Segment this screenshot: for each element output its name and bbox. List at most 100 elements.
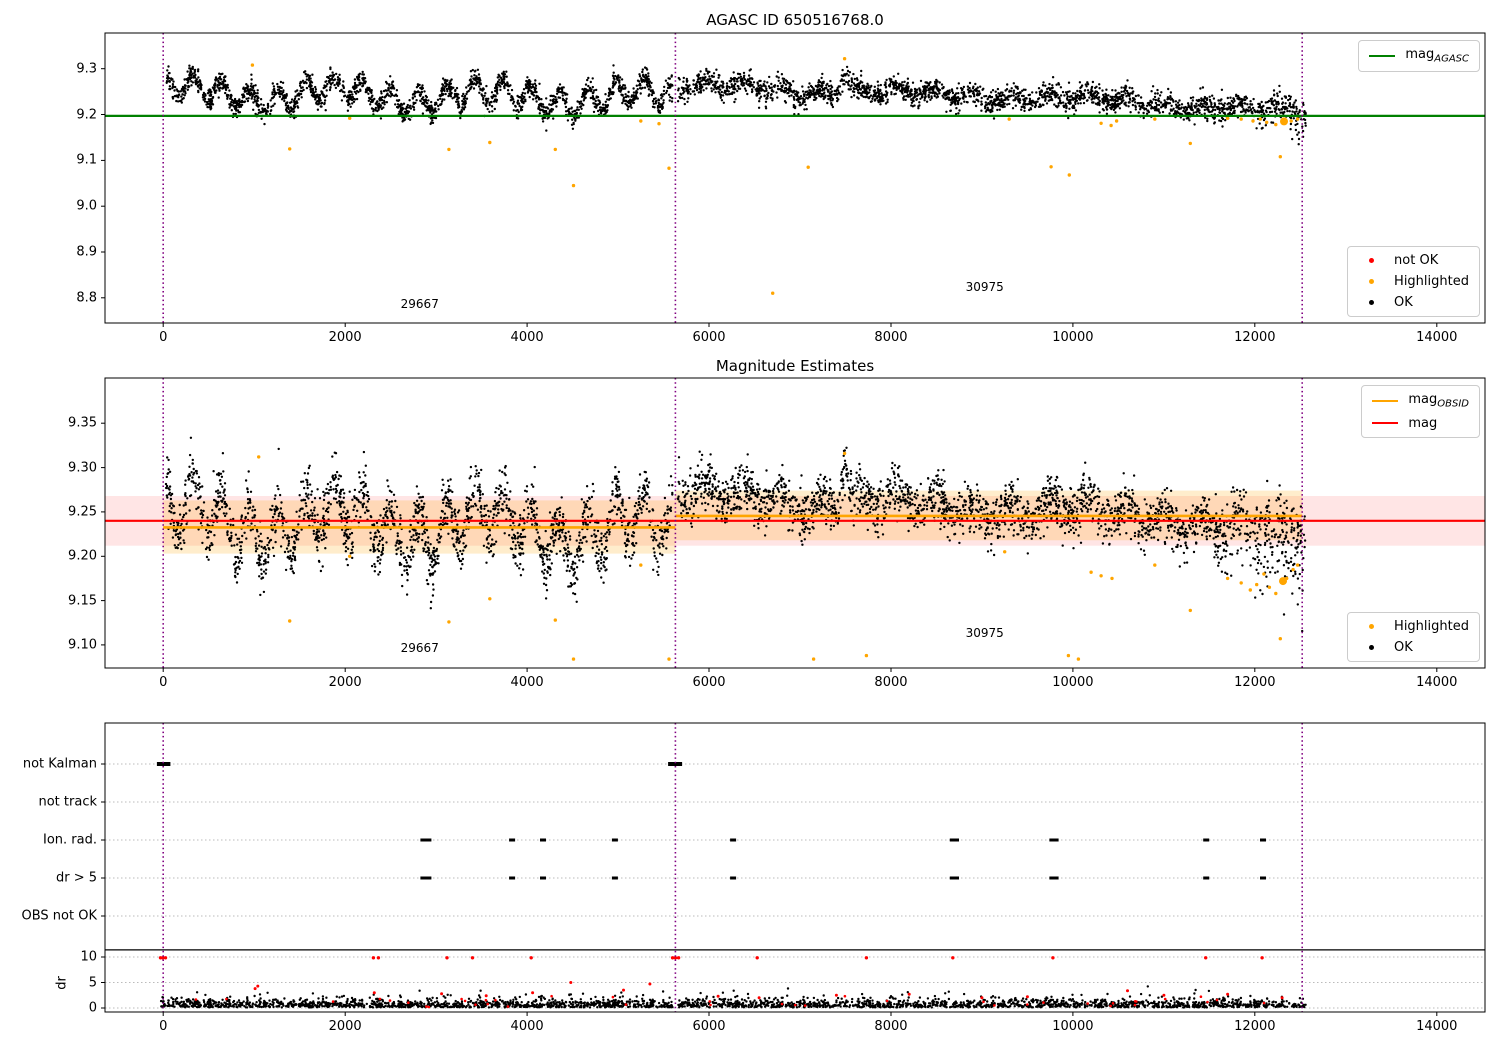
flag-mark [611, 876, 618, 880]
panel-frame [104, 722, 1486, 1013]
x-tick-label: 2000 [328, 1019, 362, 1034]
dr-red-points [194, 994, 1266, 1009]
y-tick-label: 9.0 [76, 198, 97, 214]
ok-points [165, 64, 674, 132]
dr-axis-label: dr [54, 975, 70, 990]
x-tick-label: 12000 [1234, 1019, 1276, 1034]
legend-label: Highlighted [1394, 274, 1469, 289]
x-tick-label: 6000 [692, 330, 726, 345]
flag-mark [949, 876, 956, 880]
legend-label: OK [1394, 640, 1413, 655]
legend-marker-glyph [1368, 279, 1374, 284]
legend-item: Highlighted [1358, 274, 1469, 289]
x-tick-label: 4000 [510, 330, 544, 345]
flag-mark [425, 876, 432, 880]
flag-mark [949, 838, 956, 842]
obsid-label: 29667 [400, 296, 439, 311]
panel1-title: AGASC ID 650516768.0 [706, 11, 884, 29]
legend-item: OK [1358, 640, 1469, 655]
ok-points [676, 446, 1307, 633]
legend-item: magOBSID [1372, 392, 1469, 410]
legend-dot-marker [1358, 258, 1384, 263]
legend: Highlighted OK [1347, 612, 1480, 662]
flag-mark [425, 838, 432, 842]
x-tick-label: 12000 [1234, 675, 1276, 690]
y-tick-label: 9.30 [68, 460, 97, 476]
ok-points [164, 436, 674, 610]
legend-label: Highlighted [1394, 619, 1469, 634]
highlighted-big-point [1279, 577, 1287, 586]
flag-mark [953, 876, 959, 880]
x-tick-label: 6000 [692, 1019, 726, 1034]
obsid-label: 30975 [965, 279, 1004, 294]
flag-mark [730, 876, 737, 880]
legend-label: not OK [1394, 253, 1439, 268]
category-label: not track [38, 794, 97, 810]
x-tick-label: 10000 [1052, 1019, 1094, 1034]
y-tick-label: 9.2 [76, 107, 97, 123]
dr-tick-label: 0 [88, 1000, 97, 1016]
legend-label-subscript: OBSID [1437, 398, 1469, 410]
dr-tick-label: 10 [80, 949, 97, 965]
y-tick-label: 9.3 [76, 61, 97, 77]
legend-marker-glyph [1372, 399, 1399, 402]
flag-mark [611, 838, 618, 842]
legend-marker-glyph [1369, 54, 1396, 57]
flag-mark [509, 876, 516, 880]
flag-mark [668, 762, 678, 766]
legend-label: magAGASC [1405, 47, 1469, 65]
legend-item: Highlighted [1358, 619, 1469, 634]
obsid-label: 29667 [400, 641, 439, 656]
legend-item: OK [1358, 295, 1469, 310]
legend-marker-glyph [1368, 645, 1374, 650]
obsid-label: 30975 [965, 625, 1004, 640]
category-label: not Kalman [22, 756, 97, 772]
y-tick-label: 8.8 [76, 290, 97, 306]
flag-mark [161, 762, 171, 766]
x-tick-label: 10000 [1052, 330, 1094, 345]
x-tick-label: 8000 [874, 1019, 908, 1034]
x-tick-label: 4000 [510, 1019, 544, 1034]
panel-frame [104, 32, 1486, 324]
x-tick-label: 8000 [874, 330, 908, 345]
dr-ok-points [677, 985, 1307, 1009]
legend-item: magAGASC [1369, 47, 1469, 65]
y-tick-label: 8.9 [76, 244, 97, 260]
flag-mark [730, 838, 737, 842]
legend-dot-marker [1358, 300, 1384, 305]
highlighted-points [250, 57, 1300, 295]
dr-ok-points [159, 989, 674, 1009]
legend-line-marker [1372, 422, 1399, 425]
highlighted-points [257, 451, 1300, 661]
legend-dot-marker [1358, 645, 1384, 650]
legend-line-marker [1369, 54, 1396, 57]
y-tick-label: 9.1 [76, 152, 97, 168]
category-label: OBS not OK [21, 908, 98, 924]
legend-dot-marker [1358, 624, 1384, 629]
y-tick-label: 9.10 [68, 637, 97, 653]
x-tick-label: 14000 [1416, 675, 1458, 690]
flag-mark [1203, 876, 1210, 880]
legend-label-subscript: AGASC [1434, 53, 1469, 65]
legend-line-marker [1372, 399, 1399, 402]
flag-mark [540, 838, 546, 842]
legend: not OK Highlighted OK [1347, 246, 1480, 317]
x-tick-label: 10000 [1052, 675, 1094, 690]
x-tick-label: 2000 [328, 330, 362, 345]
legend-item: mag [1372, 416, 1469, 431]
x-tick-label: 14000 [1416, 330, 1458, 345]
ok-points [676, 65, 1307, 146]
flag-mark [1052, 876, 1059, 880]
flag-mark [1052, 838, 1059, 842]
y-tick-label: 9.25 [68, 504, 97, 520]
legend-marker-glyph [1368, 624, 1374, 629]
x-tick-label: 2000 [328, 675, 362, 690]
x-tick-label: 0 [159, 330, 168, 345]
legend-marker-glyph [1372, 422, 1399, 425]
flag-mark [1203, 838, 1210, 842]
x-tick-label: 0 [159, 1019, 168, 1034]
highlighted-big-point [1280, 117, 1288, 126]
legend-label: OK [1394, 295, 1413, 310]
